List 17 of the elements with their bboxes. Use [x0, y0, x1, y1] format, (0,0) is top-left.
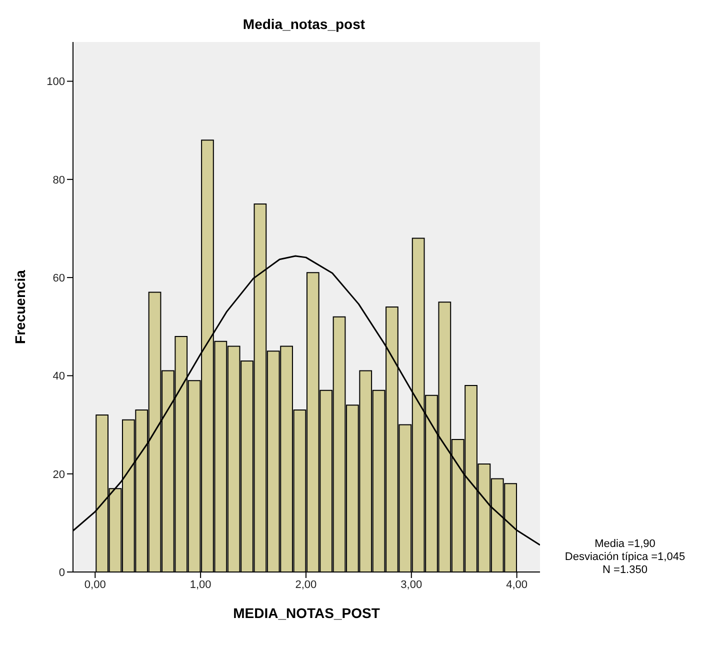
x-axis-title: MEDIA_NOTAS_POST — [233, 605, 380, 621]
x-tick-label: 1,00 — [190, 578, 212, 591]
y-axis-title: Frecuencia — [12, 270, 28, 344]
y-tick-label: 40 — [52, 370, 65, 383]
x-tick-label: 3,00 — [400, 578, 422, 591]
y-tick-label: 0 — [58, 566, 65, 579]
text: Media =1,90 — [594, 538, 656, 551]
x-tick-label: 0,00 — [84, 578, 106, 591]
text: N =1.350 — [602, 564, 648, 577]
y-tick-label: 80 — [52, 174, 65, 186]
text: Desviación típica =1,045 — [564, 551, 686, 564]
y-tick-label: 20 — [52, 468, 65, 481]
x-tick-label: 2,00 — [295, 578, 317, 591]
y-tick-label: 60 — [52, 272, 65, 284]
y-tick-label: 100 — [46, 76, 65, 88]
x-tick-label: 4,00 — [506, 578, 528, 591]
chart-title: Media_notas_post — [242, 15, 366, 32]
